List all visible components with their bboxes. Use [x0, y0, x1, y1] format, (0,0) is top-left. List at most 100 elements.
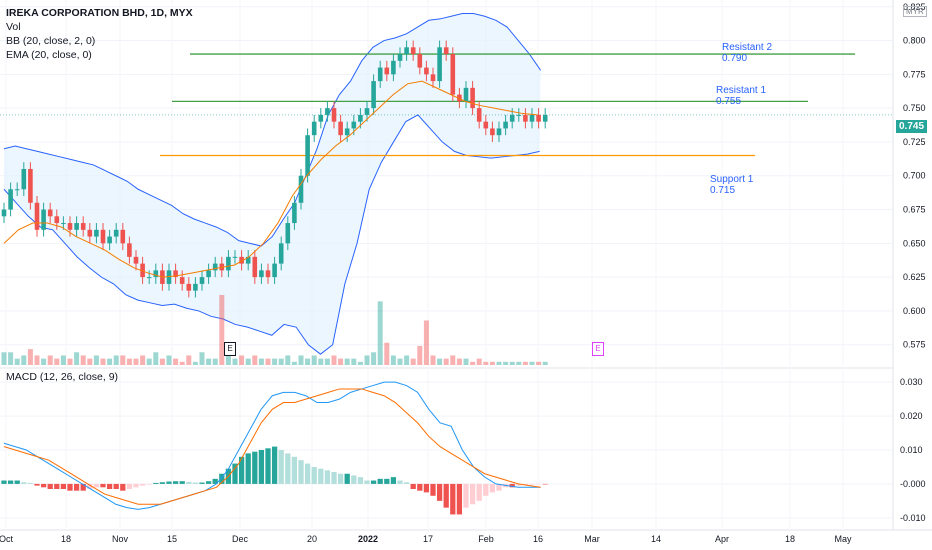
volume-bar — [456, 358, 462, 365]
candle-body — [298, 175, 304, 203]
candle-body — [404, 47, 409, 55]
macd-histogram-bar — [291, 456, 298, 484]
candle-body — [496, 128, 502, 136]
macd-histogram-bar — [252, 451, 258, 484]
y-tick-label: 0.625 — [903, 272, 926, 282]
macd-histogram-bar — [7, 480, 14, 484]
volume-bar — [423, 320, 429, 365]
macd-histogram-bar — [483, 483, 489, 496]
candle-body — [463, 87, 469, 102]
macd-histogram-bar — [73, 483, 80, 491]
macd-histogram-bar — [1, 480, 7, 484]
candle-body — [503, 121, 508, 129]
earnings-event-marker[interactable]: E — [224, 342, 236, 356]
macd-histogram-bar — [179, 481, 185, 484]
candle-body — [523, 114, 528, 122]
volume-bar — [100, 358, 106, 365]
candle-body — [457, 94, 462, 102]
volume-bar — [338, 358, 344, 365]
volume-bar — [331, 355, 337, 365]
candle-body — [28, 168, 33, 203]
volume-bar — [364, 355, 370, 365]
candle-body — [292, 202, 297, 224]
macd-histogram-bar — [265, 448, 271, 484]
candle-body — [358, 114, 363, 122]
volume-bar — [80, 355, 86, 365]
currency-label[interactable]: MYR — [903, 6, 927, 17]
candle-body — [61, 223, 66, 225]
candle-body — [94, 229, 99, 237]
macd-y-tick-label: 0.030 — [900, 377, 923, 387]
candle-body — [430, 74, 436, 82]
candle-body — [344, 128, 350, 136]
macd-histogram-bar — [384, 478, 390, 484]
macd-histogram-bar — [34, 483, 40, 486]
volume-bar — [87, 358, 93, 365]
candle-body — [193, 283, 198, 291]
y-tick-label: 0.675 — [903, 205, 926, 215]
volume-bar — [437, 358, 443, 365]
macd-histogram-bar — [430, 483, 436, 496]
volume-bar — [503, 361, 509, 365]
volume-bar — [371, 352, 377, 365]
earnings-event-marker-upcoming[interactable]: E — [592, 342, 604, 356]
x-tick-label: 20 — [307, 534, 317, 544]
candle-body — [384, 67, 390, 75]
indicator-bollinger[interactable]: BB (20, close, 2, 0) — [6, 35, 96, 47]
volume-bar — [199, 352, 205, 365]
resistance-2-label: Resistant 2 0.790 — [722, 42, 772, 64]
candle-body — [391, 60, 396, 75]
volume-bar — [522, 361, 528, 365]
macd-histogram-bar — [443, 483, 449, 508]
candle-body — [331, 108, 337, 122]
volume-bar — [159, 358, 165, 365]
macd-histogram-bar — [106, 483, 113, 489]
volume-bar — [298, 355, 304, 365]
macd-histogram-bar — [186, 481, 192, 484]
volume-bar — [384, 342, 390, 365]
volume-bar — [206, 358, 212, 365]
candle-body — [305, 135, 310, 176]
candle-body — [87, 229, 93, 237]
candle-body — [542, 114, 548, 122]
volume-bar — [212, 358, 218, 365]
indicator-ema[interactable]: EMA (20, close, 0) — [6, 49, 92, 61]
candle-body — [8, 189, 13, 210]
volume-bar — [278, 358, 284, 365]
macd-histogram-bar — [324, 470, 331, 484]
candle-body — [450, 54, 456, 95]
volume-bar — [239, 355, 245, 365]
volume-bar — [397, 358, 403, 365]
volume-bar — [450, 355, 456, 365]
volume-bar — [126, 358, 132, 365]
indicator-macd[interactable]: MACD (12, 26, close, 9) — [6, 371, 119, 383]
candle-body — [21, 168, 27, 190]
macd-histogram-bar — [212, 478, 218, 484]
candle-body — [516, 114, 522, 116]
last-price-tag: 0.745 — [896, 120, 928, 133]
candle-body — [417, 54, 423, 68]
macd-histogram-bar — [311, 466, 317, 484]
macd-histogram-bar — [450, 483, 456, 515]
macd-histogram-bar — [357, 477, 364, 484]
candle-body — [318, 114, 324, 122]
macd-histogram-bar — [456, 483, 463, 515]
candle-body — [443, 47, 449, 55]
volume-bar — [225, 355, 231, 365]
volume-bar — [476, 358, 482, 365]
candle-body — [265, 270, 271, 278]
candle-body — [410, 47, 416, 55]
resistance-2-value: 0.790 — [722, 53, 748, 64]
x-tick-label: 2022 — [358, 534, 378, 544]
macd-histogram-bar — [80, 483, 86, 491]
volume-bar — [529, 361, 535, 365]
support-1-label: Support 1 0.715 — [710, 174, 753, 196]
macd-histogram-bar — [47, 483, 53, 489]
candle-body — [34, 202, 40, 230]
candle-body — [173, 270, 178, 278]
volume-bar — [351, 358, 357, 365]
volume-bar — [252, 355, 258, 365]
macd-histogram-bar — [496, 483, 502, 491]
indicator-volume[interactable]: Vol — [6, 21, 21, 33]
